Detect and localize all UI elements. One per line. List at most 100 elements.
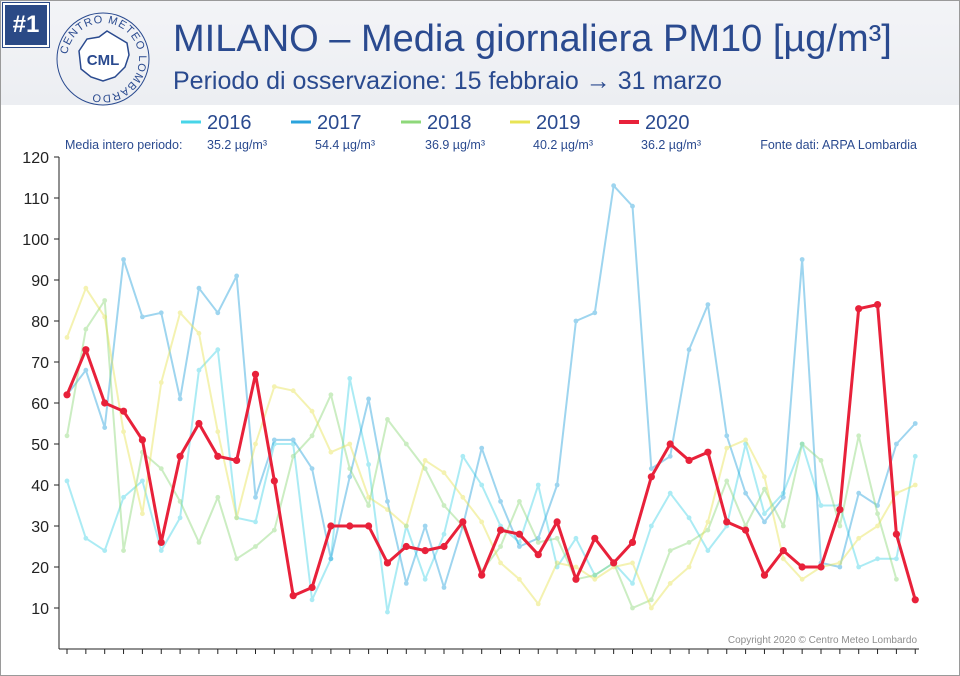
data-point-2018 [441, 503, 447, 508]
data-point-2020 [176, 452, 184, 460]
data-point-2020 [855, 305, 863, 313]
data-point-2019 [705, 519, 711, 525]
data-point-2017 [253, 494, 258, 500]
lombardia-map-icon [78, 30, 130, 82]
data-point-2018 [875, 511, 880, 517]
data-point-2018 [667, 548, 673, 553]
data-point-2017 [177, 396, 183, 402]
data-point-2018 [83, 326, 89, 332]
series-2017 [64, 183, 918, 590]
data-point-2016 [328, 556, 334, 562]
data-point-2018 [234, 556, 240, 562]
data-point-2019 [592, 576, 598, 582]
legend: 2016 2017 2018 2019 2020 [181, 112, 690, 134]
data-point-2020 [628, 538, 637, 547]
avg-label: Media intero periodo: [65, 138, 182, 152]
data-point-2020 [138, 436, 146, 444]
data-point-2016 [592, 572, 598, 578]
data-point-2018 [818, 458, 824, 463]
y-tick-label: 60 [31, 396, 49, 413]
data-point-2017 [121, 257, 126, 262]
data-point-2020 [873, 301, 882, 309]
data-point-2020 [346, 522, 354, 530]
avg-value-2019: 40.2 µg/m³ [533, 138, 593, 152]
data-point-2019 [347, 441, 353, 447]
data-point-2016 [121, 494, 126, 500]
data-point-2018 [837, 523, 843, 529]
data-point-2017 [856, 490, 862, 496]
data-point-2019 [83, 285, 89, 291]
legend-label-2020: 2020 [645, 112, 690, 134]
data-point-2016 [573, 535, 579, 541]
data-point-2019 [196, 330, 202, 336]
data-point-2017 [517, 544, 522, 549]
data-point-2020 [779, 547, 787, 555]
header-background [1, 1, 959, 105]
data-point-2019 [573, 564, 579, 570]
avg-value-2020: 36.2 µg/m³ [641, 138, 701, 152]
data-point-2019 [498, 560, 503, 566]
data-point-2020 [327, 522, 335, 530]
data-point-2020 [308, 583, 316, 592]
data-point-2020 [63, 391, 71, 399]
chart-subtitle: Periodo di osservazione: 15 febbraio → 3… [173, 67, 722, 95]
y-tick-label: 50 [31, 437, 49, 454]
data-point-2016 [856, 564, 862, 570]
data-point-2019 [517, 576, 522, 582]
logo-text: CML [87, 52, 120, 69]
data-point-2018 [121, 548, 126, 553]
data-point-2018 [158, 466, 164, 471]
data-point-2017 [592, 310, 598, 316]
data-point-2018 [535, 540, 541, 545]
y-ticks: 10 20 30 40 50 60 70 80 90 100 110 120 [22, 150, 59, 618]
data-point-2020 [553, 518, 561, 526]
data-point-2017 [762, 519, 767, 525]
series-lines [63, 183, 919, 615]
data-point-2017 [309, 466, 315, 471]
data-point-2019 [535, 601, 541, 607]
data-point-2019 [667, 581, 673, 586]
data-point-2019 [894, 490, 899, 496]
data-point-2020 [685, 456, 693, 464]
data-point-2017 [573, 318, 579, 324]
data-point-2020 [421, 547, 429, 555]
data-point-2017 [83, 367, 89, 373]
data-point-2016 [630, 581, 635, 586]
data-point-2018 [215, 494, 221, 500]
data-point-2020 [647, 473, 655, 481]
data-point-2018 [271, 527, 277, 533]
data-point-2016 [309, 597, 315, 603]
data-point-2017 [630, 203, 635, 209]
avg-value-2016: 35.2 µg/m³ [207, 138, 267, 152]
data-point-2018 [253, 544, 258, 549]
data-point-2018 [385, 417, 390, 422]
data-point-2018 [724, 478, 730, 484]
data-point-2019 [366, 494, 371, 500]
data-point-2016 [83, 535, 89, 541]
data-point-2016 [64, 478, 70, 484]
data-point-2018 [347, 466, 353, 471]
data-point-2019 [460, 494, 466, 500]
data-point-2019 [441, 470, 447, 476]
data-point-2020 [496, 526, 505, 534]
data-point-2017 [705, 302, 711, 307]
data-point-2020 [572, 575, 580, 583]
data-point-2017 [102, 425, 108, 430]
data-point-2018 [894, 576, 899, 582]
data-point-2020 [383, 559, 392, 567]
data-point-2016 [818, 503, 824, 508]
data-point-2020 [195, 419, 203, 428]
data-point-2016 [140, 478, 145, 484]
data-point-2019 [102, 314, 108, 320]
data-point-2017 [535, 535, 541, 541]
data-point-2016 [554, 564, 560, 570]
data-point-2019 [724, 445, 730, 451]
legend-label-2018: 2018 [427, 112, 472, 134]
avg-value-2018: 36.9 µg/m³ [425, 138, 485, 152]
data-point-2016 [422, 576, 428, 582]
data-point-2017 [686, 347, 692, 353]
series-line-2018 [66, 299, 898, 609]
data-point-2018 [705, 527, 711, 533]
data-point-2018 [648, 597, 654, 603]
